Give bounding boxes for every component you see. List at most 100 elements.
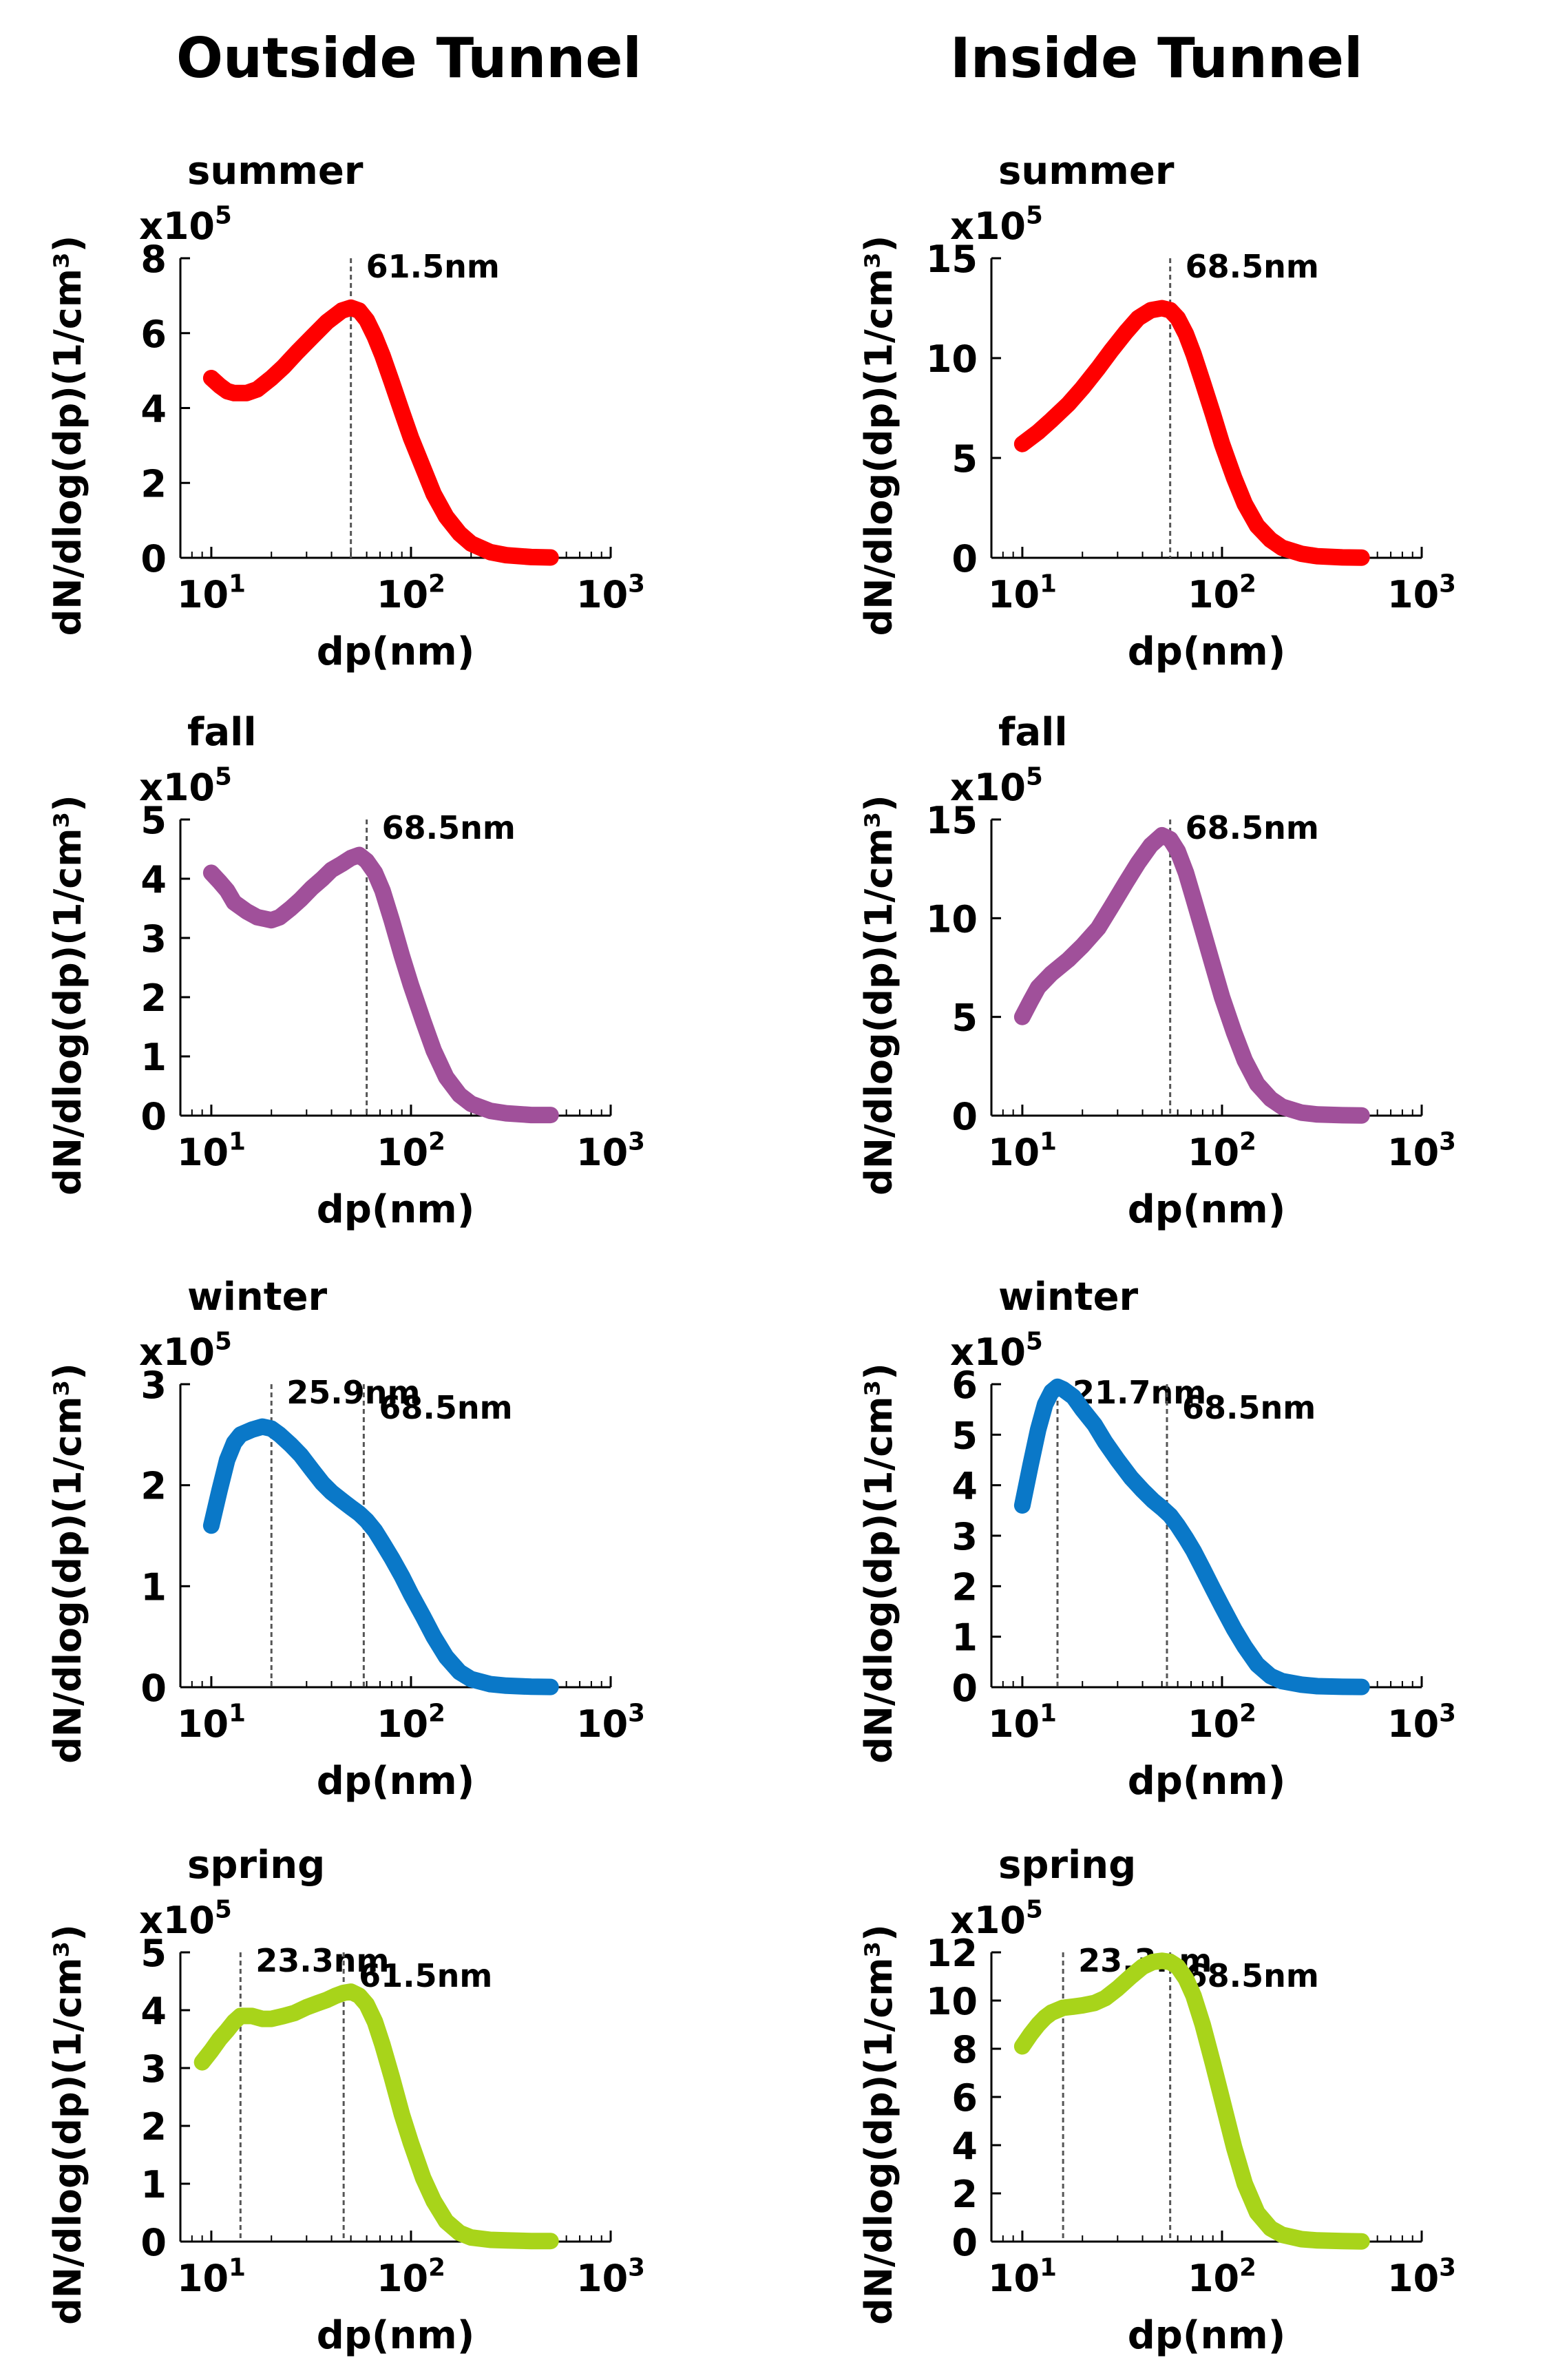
x-tick-label-outside-winter: 101 bbox=[177, 1699, 246, 1746]
y-tick-label-outside-summer: 6 bbox=[140, 313, 167, 356]
y-tick-label-inside-spring: 0 bbox=[951, 2221, 978, 2264]
y-axis-label-outside-winter: dN/dlog(dp)(1/cm³) bbox=[46, 1363, 90, 1764]
y-axis-label-inside-spring: dN/dlog(dp)(1/cm³) bbox=[857, 1924, 901, 2325]
x-tick-label-inside-fall: 102 bbox=[1188, 1127, 1256, 1174]
y-multiplier-outside-fall: x105 bbox=[139, 762, 232, 809]
y-tick-label-outside-summer: 4 bbox=[140, 388, 167, 431]
y-tick-label-inside-spring: 6 bbox=[951, 2076, 978, 2120]
x-axis-label-outside-summer: dp(nm) bbox=[317, 629, 475, 674]
y-tick-label-inside-fall: 10 bbox=[926, 897, 978, 941]
panel-title-inside-summer: summer bbox=[998, 149, 1175, 194]
y-tick-label-outside-fall: 2 bbox=[140, 977, 167, 1020]
series-line-outside-summer bbox=[202, 299, 559, 566]
x-tick-label-inside-fall: 103 bbox=[1387, 1127, 1456, 1174]
y-tick-label-outside-summer: 0 bbox=[140, 537, 167, 581]
marker-label-outside-winter: 25.9nm bbox=[286, 1374, 420, 1411]
x-tick-label-inside-spring: 102 bbox=[1188, 2253, 1256, 2300]
y-tick-label-inside-summer: 0 bbox=[951, 537, 978, 581]
y-tick-label-outside-winter: 2 bbox=[140, 1465, 167, 1508]
y-tick-label-inside-fall: 0 bbox=[951, 1095, 978, 1138]
x-tick-label-inside-summer: 101 bbox=[988, 570, 1057, 616]
y-tick-label-inside-summer: 15 bbox=[926, 238, 978, 281]
panel-title-inside-winter: winter bbox=[998, 1275, 1139, 1319]
x-tick-label-outside-summer: 101 bbox=[177, 570, 246, 616]
panel-title-inside-fall: fall bbox=[998, 710, 1068, 755]
x-tick-label-outside-winter: 103 bbox=[576, 1699, 645, 1746]
marker-label-inside-spring: 68.5nm bbox=[1186, 1957, 1319, 1994]
x-axis-label-inside-spring: dp(nm) bbox=[1128, 2313, 1286, 2358]
panel-title-outside-winter: winter bbox=[187, 1275, 328, 1319]
y-tick-label-outside-winter: 1 bbox=[140, 1565, 167, 1609]
y-axis-label-outside-spring: dN/dlog(dp)(1/cm³) bbox=[46, 1924, 90, 2325]
x-axis-label-outside-winter: dp(nm) bbox=[317, 1759, 475, 1804]
x-tick-label-inside-fall: 101 bbox=[988, 1127, 1057, 1174]
y-tick-label-outside-fall: 1 bbox=[140, 1036, 167, 1079]
x-axis-label-inside-winter: dp(nm) bbox=[1128, 1759, 1286, 1804]
x-tick-label-outside-spring: 102 bbox=[377, 2253, 445, 2300]
y-tick-label-outside-summer: 2 bbox=[140, 462, 167, 505]
y-tick-label-inside-winter: 1 bbox=[951, 1616, 978, 1660]
y-tick-label-inside-winter: 6 bbox=[951, 1364, 978, 1407]
panel-title-outside-spring: spring bbox=[187, 1843, 325, 1888]
panel-title-outside-summer: summer bbox=[187, 149, 364, 194]
series-line-outside-fall bbox=[202, 846, 559, 1124]
y-tick-label-inside-fall: 5 bbox=[951, 996, 978, 1040]
y-tick-label-outside-spring: 0 bbox=[140, 2221, 167, 2264]
x-tick-label-outside-fall: 103 bbox=[576, 1127, 645, 1174]
y-axis-label-outside-summer: dN/dlog(dp)(1/cm³) bbox=[46, 236, 90, 636]
x-tick-label-inside-spring: 103 bbox=[1387, 2253, 1456, 2300]
marker-label-inside-winter: 68.5nm bbox=[1182, 1389, 1316, 1426]
y-tick-label-outside-fall: 3 bbox=[140, 917, 167, 961]
marker-label-inside-summer: 68.5nm bbox=[1186, 248, 1319, 285]
x-tick-label-outside-winter: 102 bbox=[377, 1699, 445, 1746]
marker-label-inside-winter: 21.7nm bbox=[1073, 1374, 1206, 1411]
series-line-inside-spring bbox=[1013, 1952, 1370, 2250]
y-multiplier-inside-spring: x105 bbox=[950, 1895, 1043, 1942]
series-line-inside-summer bbox=[1013, 300, 1370, 566]
x-tick-label-inside-spring: 101 bbox=[988, 2253, 1057, 2300]
y-multiplier-outside-summer: x105 bbox=[139, 201, 232, 248]
x-tick-label-outside-spring: 101 bbox=[177, 2253, 246, 2300]
y-tick-label-inside-fall: 15 bbox=[926, 799, 978, 842]
y-tick-label-outside-fall: 5 bbox=[140, 799, 167, 842]
y-tick-label-inside-winter: 4 bbox=[951, 1465, 978, 1508]
y-tick-label-inside-spring: 8 bbox=[951, 2028, 978, 2071]
column-title-outside: Outside Tunnel bbox=[176, 26, 642, 90]
marker-label-outside-spring: 23.3nm bbox=[255, 1942, 389, 1979]
y-tick-label-outside-winter: 3 bbox=[140, 1364, 167, 1407]
x-axis-label-outside-spring: dp(nm) bbox=[317, 2313, 475, 2358]
y-tick-label-inside-summer: 5 bbox=[951, 437, 978, 481]
y-tick-label-outside-fall: 4 bbox=[140, 858, 167, 901]
marker-label-outside-summer: 61.5nm bbox=[366, 248, 500, 285]
y-axis-label-inside-fall: dN/dlog(dp)(1/cm³) bbox=[857, 795, 901, 1196]
y-tick-label-inside-spring: 2 bbox=[951, 2173, 978, 2216]
x-tick-label-outside-fall: 102 bbox=[377, 1127, 445, 1174]
panel-title-outside-fall: fall bbox=[187, 710, 257, 755]
y-tick-label-outside-spring: 5 bbox=[140, 1932, 167, 1975]
panel-title-inside-spring: spring bbox=[998, 1843, 1136, 1888]
y-multiplier-outside-winter: x105 bbox=[139, 1327, 232, 1374]
series-line-outside-winter bbox=[202, 1418, 559, 1695]
y-tick-label-inside-spring: 12 bbox=[926, 1932, 978, 1975]
x-tick-label-outside-summer: 103 bbox=[576, 570, 645, 616]
x-tick-label-outside-spring: 103 bbox=[576, 2253, 645, 2300]
x-axis-label-inside-summer: dp(nm) bbox=[1128, 629, 1286, 674]
y-tick-label-inside-winter: 3 bbox=[951, 1515, 978, 1558]
x-axis-label-inside-fall: dp(nm) bbox=[1128, 1187, 1286, 1232]
y-tick-label-outside-winter: 0 bbox=[140, 1667, 167, 1710]
series-line-outside-spring bbox=[193, 1983, 559, 2250]
y-tick-label-inside-spring: 4 bbox=[951, 2125, 978, 2168]
y-tick-label-inside-spring: 10 bbox=[926, 1980, 978, 2023]
x-tick-label-inside-winter: 102 bbox=[1188, 1699, 1256, 1746]
y-axis-label-inside-summer: dN/dlog(dp)(1/cm³) bbox=[857, 236, 901, 636]
x-tick-label-inside-summer: 102 bbox=[1188, 570, 1256, 616]
y-tick-label-inside-winter: 0 bbox=[951, 1667, 978, 1710]
y-multiplier-inside-fall: x105 bbox=[950, 762, 1043, 809]
x-tick-label-inside-summer: 103 bbox=[1387, 570, 1456, 616]
y-axis-label-outside-fall: dN/dlog(dp)(1/cm³) bbox=[46, 795, 90, 1196]
y-axis-label-inside-winter: dN/dlog(dp)(1/cm³) bbox=[857, 1363, 901, 1764]
series-line-inside-winter bbox=[1013, 1378, 1370, 1695]
y-multiplier-outside-spring: x105 bbox=[139, 1895, 232, 1942]
